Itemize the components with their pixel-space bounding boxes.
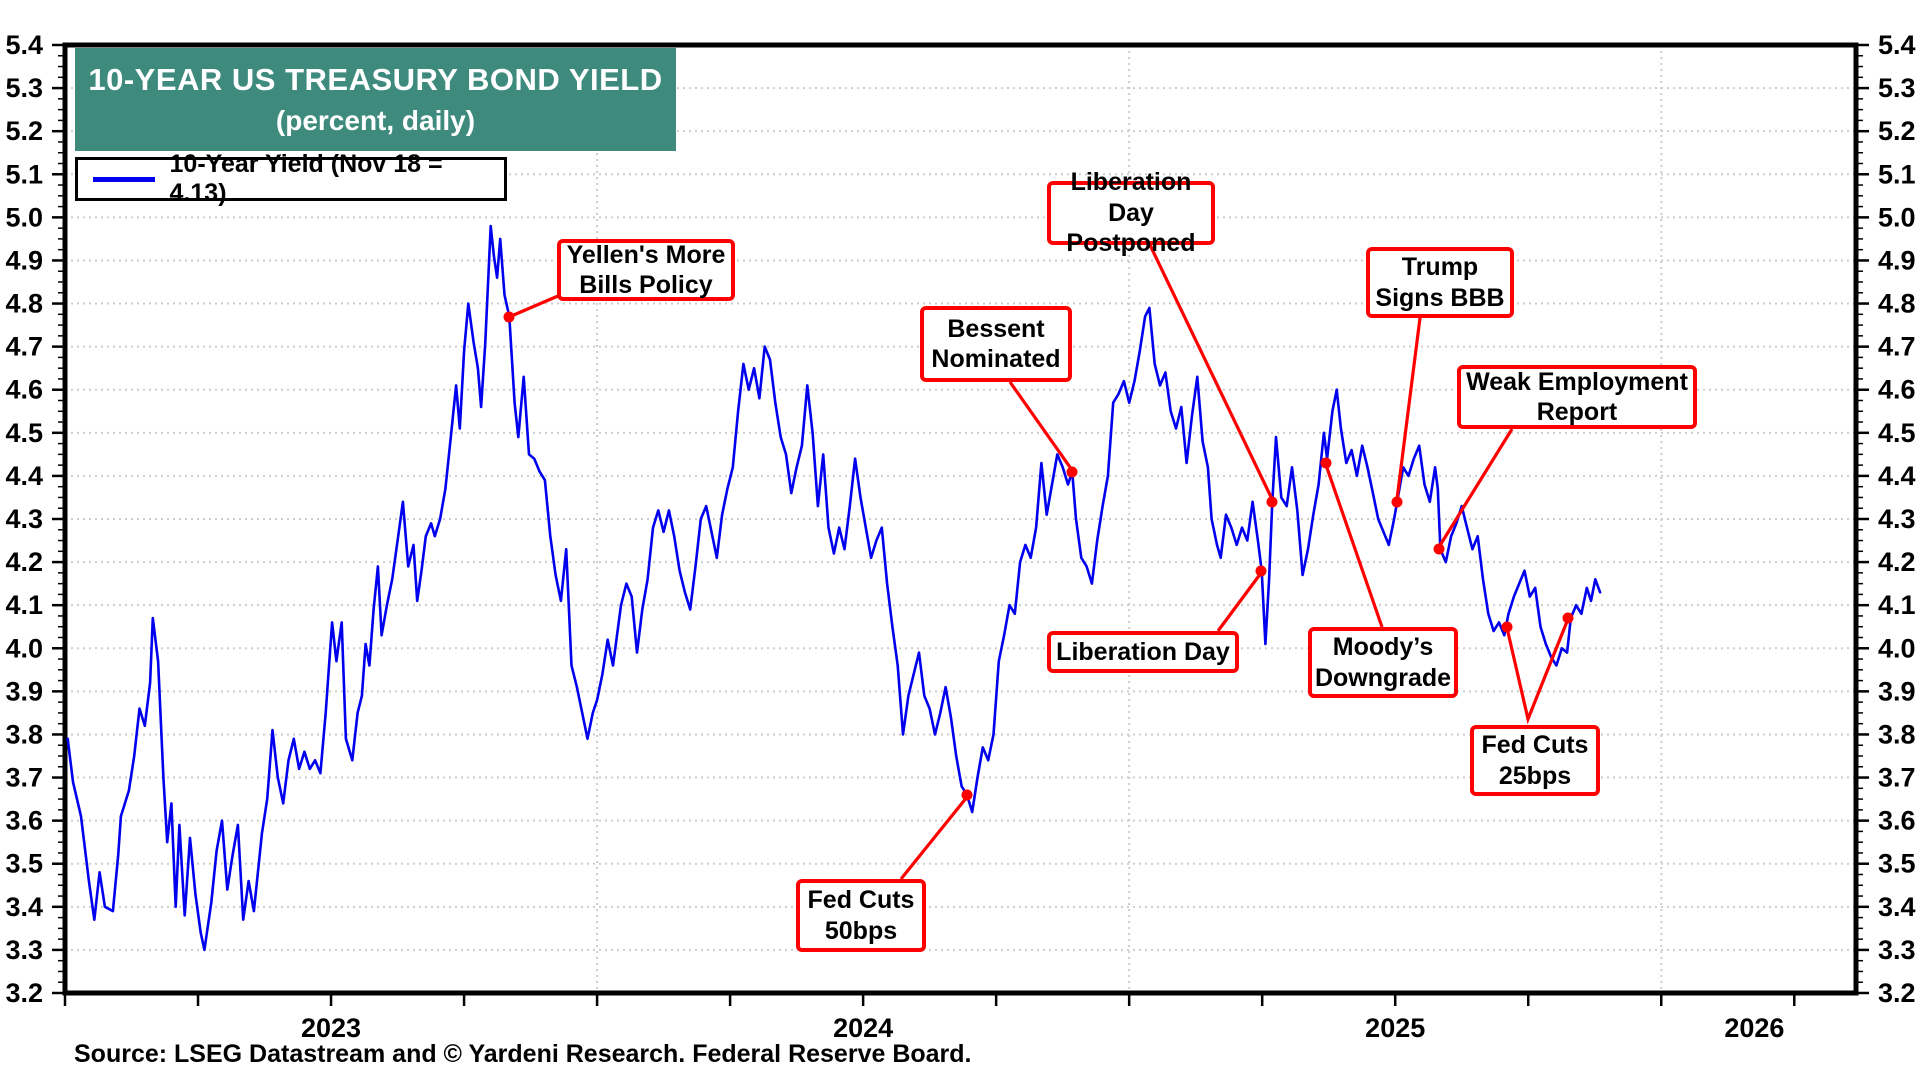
annotation-box-4: Weak Employment Report [1457,365,1697,429]
annotation-connector-line [1395,317,1422,500]
annotation-box-1: Bessent Nominated [920,306,1072,382]
event-dot [1391,496,1403,508]
legend-line-sample-icon [93,176,155,182]
annotation-connector-line [1437,428,1514,548]
svg-text:4.6: 4.6 [5,375,43,405]
svg-text:4.7: 4.7 [1878,332,1916,362]
svg-text:2024: 2024 [833,1013,893,1043]
x-axis-labels: 2023 2024 2025 2026 [301,1013,1784,1043]
annotation-connector-line [1148,244,1274,500]
svg-text:4.9: 4.9 [1878,245,1916,275]
chart-subtitle: (percent, daily) [275,105,476,136]
annotation-connector-line [1008,381,1074,471]
annotation-box-0: Yellen's More Bills Policy [557,239,735,301]
svg-text:2025: 2025 [1365,1013,1425,1043]
svg-text:4.3: 4.3 [1878,504,1916,534]
svg-text:4.7: 4.7 [5,332,43,362]
svg-text:4.5: 4.5 [5,418,43,448]
svg-text:5.0: 5.0 [5,202,43,232]
event-dot [1501,621,1513,633]
svg-text:5.3: 5.3 [5,73,43,103]
annotation-box-8: Fed Cuts 50bps [796,879,926,952]
svg-text:5.4: 5.4 [1878,30,1916,60]
legend: 10-Year Yield (Nov 18 = 4.13) [75,150,507,207]
event-dot [1320,457,1332,469]
svg-text:3.2: 3.2 [5,978,43,1008]
svg-text:4.8: 4.8 [5,289,43,319]
y-axis-labels: 3.2 3.2 3.3 3.3 3.4 3.4 3.5 3.5 3.6 3.6 3.7 3.7 3.8 3… [5,30,1915,1008]
svg-text:3.8: 3.8 [5,719,43,749]
annotation-connector-line [508,294,559,319]
svg-text:3.4: 3.4 [1878,892,1916,922]
source-note: Source: LSEG Datastream and © Yardeni Re… [74,1040,972,1068]
svg-text:3.3: 3.3 [5,935,43,965]
svg-text:3.9: 3.9 [5,676,43,706]
yield-line-series [66,224,1602,952]
svg-text:3.6: 3.6 [1878,806,1916,836]
event-dot [1266,496,1278,508]
svg-text:3.6: 3.6 [5,806,43,836]
annotation-connector-line [899,795,969,881]
svg-text:4.3: 4.3 [5,504,43,534]
annotation-box-3: Trump Signs BBB [1366,247,1514,318]
gridlines [65,45,1856,993]
plot-frame [62,42,1859,996]
event-dot [1255,565,1267,577]
svg-text:4.4: 4.4 [1878,461,1916,491]
svg-text:5.4: 5.4 [5,30,43,60]
svg-text:5.0: 5.0 [1878,202,1916,232]
svg-text:2026: 2026 [1724,1013,1784,1043]
svg-text:5.3: 5.3 [1878,73,1916,103]
svg-text:3.4: 3.4 [5,892,43,922]
event-dot [961,789,973,801]
svg-text:4.9: 4.9 [5,245,43,275]
svg-text:4.0: 4.0 [5,633,43,663]
svg-text:4.6: 4.6 [1878,375,1916,405]
svg-text:3.7: 3.7 [1878,763,1916,793]
chart-title-box: 10-YEAR US TREASURY BOND YIELD (percent,… [75,48,676,151]
annotation-connector-line [1505,618,1570,725]
svg-text:2023: 2023 [301,1013,361,1043]
annotation-box-5: Liberation Day [1047,631,1239,673]
svg-text:4.1: 4.1 [1878,590,1916,620]
event-dot [1562,612,1574,624]
svg-text:3.5: 3.5 [1878,849,1916,879]
svg-text:4.5: 4.5 [1878,418,1916,448]
svg-text:5.2: 5.2 [1878,116,1916,146]
svg-text:5.1: 5.1 [5,159,43,189]
svg-text:4.1: 4.1 [5,590,43,620]
legend-label: 10-Year Yield (Nov 18 = 4.13) [169,150,443,207]
svg-text:4.2: 4.2 [1878,547,1916,577]
svg-text:4.4: 4.4 [5,461,43,491]
svg-text:3.9: 3.9 [1878,676,1916,706]
annotation-box-7: Fed Cuts 25bps [1470,725,1600,796]
svg-text:4.2: 4.2 [5,547,43,577]
svg-text:4.0: 4.0 [1878,633,1916,663]
annotation-box-2: Liberation Day Postponed [1047,168,1215,257]
annotation-connector-line [1324,464,1384,628]
event-dot [1066,466,1078,478]
svg-text:3.7: 3.7 [5,763,43,793]
chart-title: 10-YEAR US TREASURY BOND YIELD [88,62,663,97]
svg-text:3.8: 3.8 [1878,719,1916,749]
annotation-connector-line [1216,572,1263,632]
svg-text:3.5: 3.5 [5,849,43,879]
svg-text:5.2: 5.2 [5,116,43,146]
svg-text:3.2: 3.2 [1878,978,1916,1008]
svg-text:4.8: 4.8 [1878,289,1916,319]
event-dot [503,311,515,323]
annotation-box-6: Moody’s Downgrade [1308,627,1458,698]
svg-text:3.3: 3.3 [1878,935,1916,965]
svg-text:5.1: 5.1 [1878,159,1916,189]
event-dot [1433,543,1445,555]
